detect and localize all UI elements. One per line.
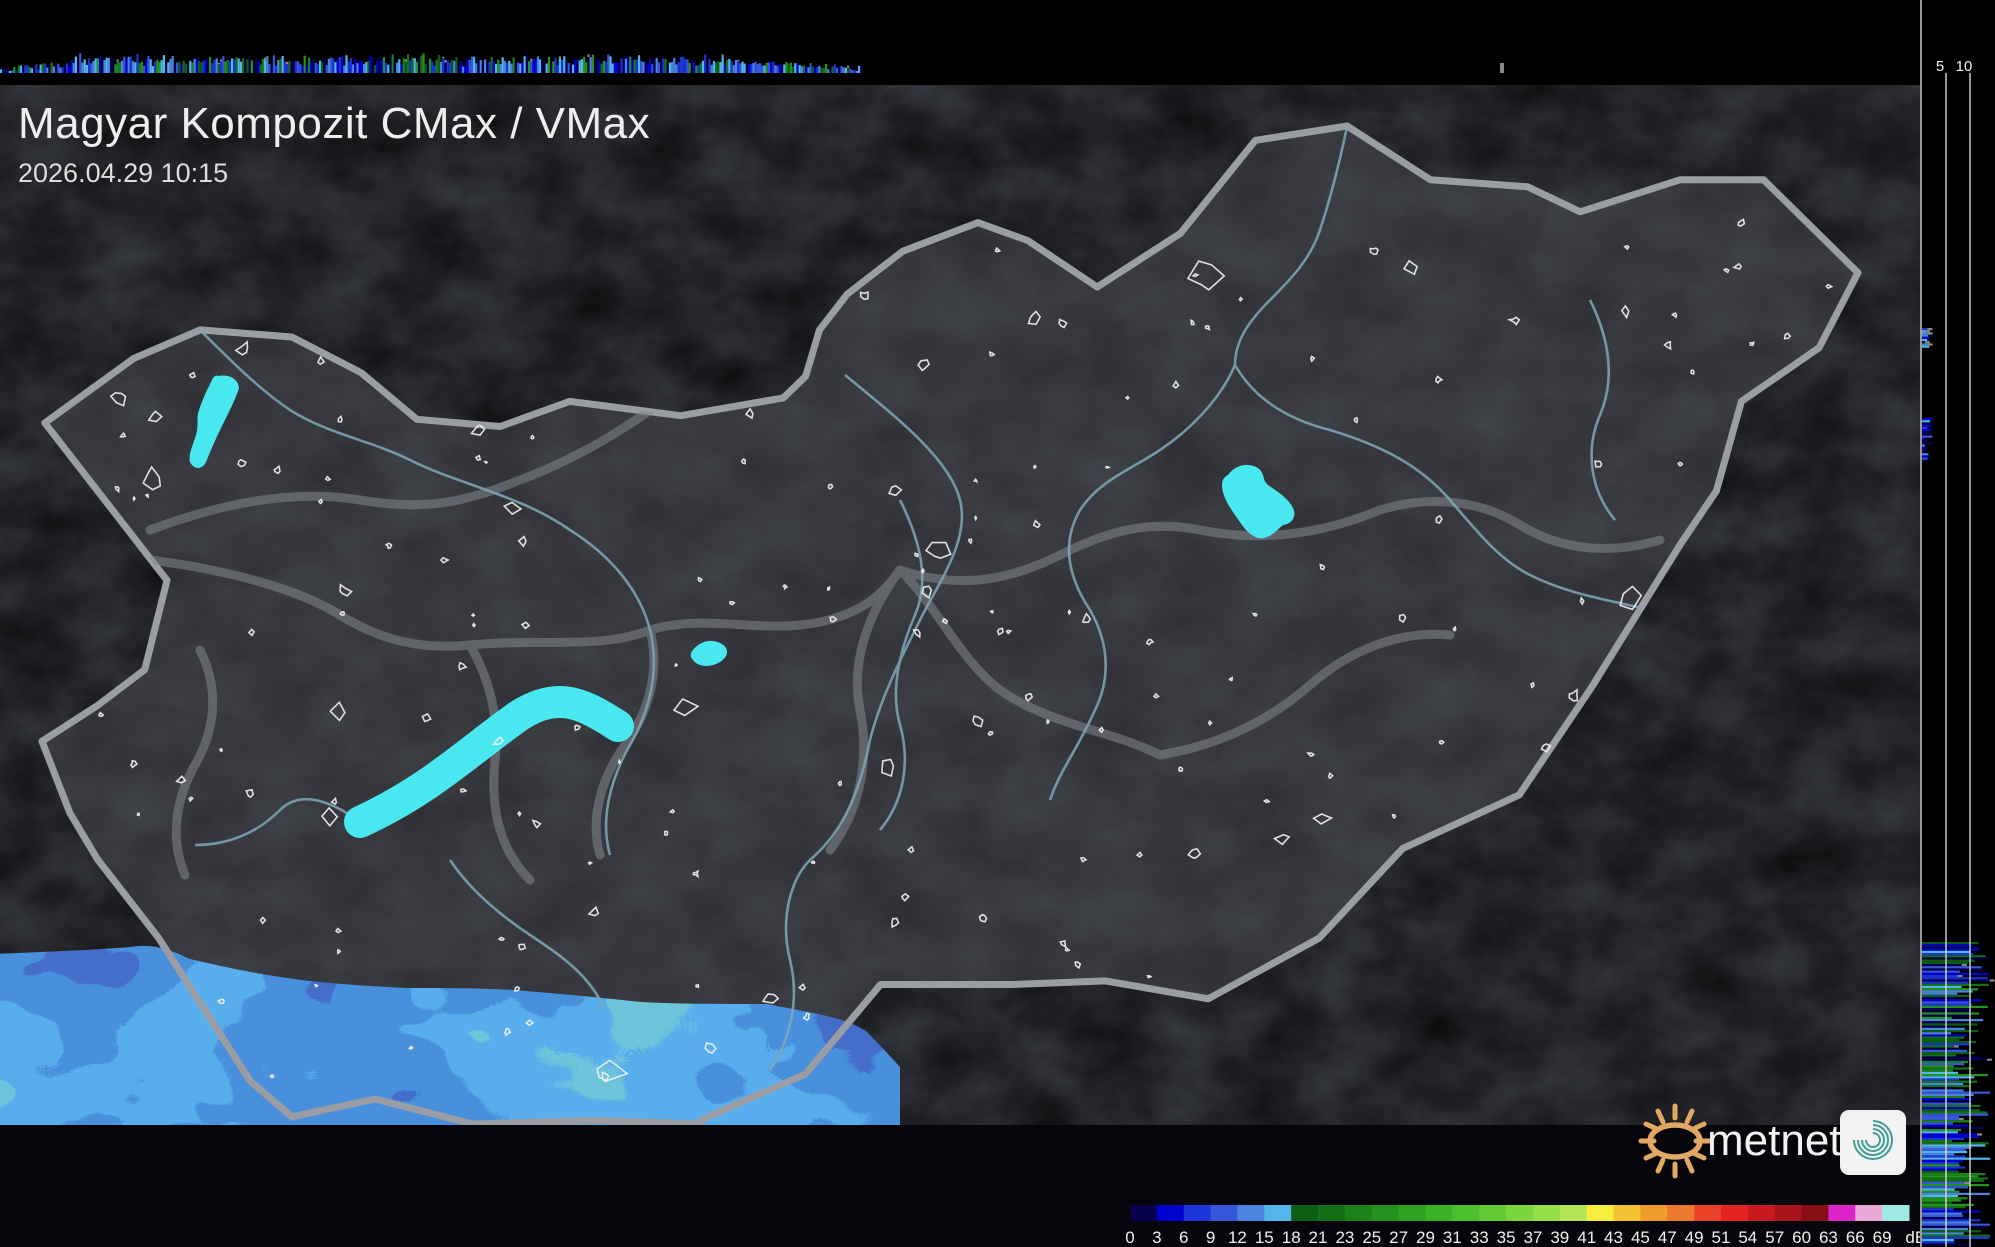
svg-text:5: 5: [1936, 58, 1944, 75]
svg-text:3: 3: [1152, 1228, 1161, 1247]
svg-text:25: 25: [1362, 1228, 1381, 1247]
svg-text:12: 12: [1228, 1228, 1247, 1247]
svg-text:15: 15: [1255, 1228, 1274, 1247]
svg-text:31: 31: [1443, 1228, 1462, 1247]
svg-text:metnet: metnet: [1707, 1116, 1842, 1165]
svg-text:57: 57: [1765, 1228, 1784, 1247]
svg-text:9: 9: [1206, 1228, 1215, 1247]
svg-text:39: 39: [1550, 1228, 1569, 1247]
svg-text:54: 54: [1738, 1228, 1757, 1247]
svg-text:27: 27: [1389, 1228, 1408, 1247]
svg-text:29: 29: [1416, 1228, 1435, 1247]
svg-text:35: 35: [1497, 1228, 1516, 1247]
svg-text:45: 45: [1631, 1228, 1650, 1247]
svg-text:6: 6: [1179, 1228, 1188, 1247]
svg-text:23: 23: [1335, 1228, 1354, 1247]
svg-text:18: 18: [1282, 1228, 1301, 1247]
svg-text:51: 51: [1712, 1228, 1731, 1247]
svg-text:43: 43: [1604, 1228, 1623, 1247]
svg-text:10: 10: [1956, 58, 1973, 75]
svg-text:0: 0: [1125, 1228, 1134, 1247]
svg-text:66: 66: [1846, 1228, 1865, 1247]
svg-text:49: 49: [1685, 1228, 1704, 1247]
svg-text:60: 60: [1792, 1228, 1811, 1247]
svg-text:69: 69: [1873, 1228, 1892, 1247]
svg-text:33: 33: [1470, 1228, 1489, 1247]
svg-text:2026.04.29 10:15: 2026.04.29 10:15: [18, 158, 228, 188]
svg-text:37: 37: [1523, 1228, 1542, 1247]
svg-text:Magyar Kompozit CMax / VMax: Magyar Kompozit CMax / VMax: [18, 99, 650, 148]
svg-text:41: 41: [1577, 1228, 1596, 1247]
svg-text:47: 47: [1658, 1228, 1677, 1247]
svg-text:63: 63: [1819, 1228, 1838, 1247]
svg-text:21: 21: [1309, 1228, 1328, 1247]
